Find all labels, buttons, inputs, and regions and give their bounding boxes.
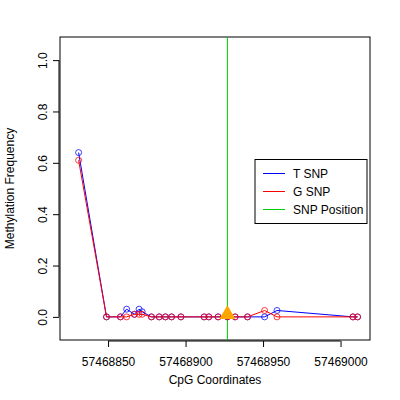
y-axis-title: Methylation Frequency: [3, 128, 17, 249]
y-tick-mark: [53, 317, 59, 318]
y-tick: 0.8: [36, 103, 59, 120]
y-axis: 0.0 0.2 0.4 0.6 0.8 1.0: [36, 52, 59, 326]
data-point: [215, 314, 221, 320]
y-tick: 0.6: [36, 155, 59, 172]
data-point: [245, 314, 251, 320]
x-tick: 57468950: [237, 341, 291, 369]
x-axis: 57468850 57468900 57468950 57469000: [82, 341, 368, 369]
y-tick-mark: [53, 214, 59, 215]
y-tick: 0.4: [36, 206, 59, 223]
x-tick-label: 57468950: [237, 355, 291, 369]
y-tick-label: 0.8: [36, 103, 50, 120]
series-line: [79, 153, 358, 317]
snp-line: [227, 37, 228, 340]
y-tick-mark: [53, 163, 59, 164]
plot-frame: [60, 37, 370, 340]
y-tick-mark: [53, 60, 59, 61]
data-point: [262, 307, 268, 313]
data-point: [76, 157, 82, 163]
y-tick-mark: [53, 111, 59, 112]
data-point: [274, 314, 280, 320]
data-point: [124, 314, 130, 320]
y-tick-label: 0.2: [36, 257, 50, 274]
legend: T SNP G SNP SNP Position: [255, 160, 367, 224]
x-tick-mark: [186, 341, 187, 347]
x-axis-title: CpG Coordinates: [169, 373, 262, 387]
x-tick-label: 57468850: [82, 355, 136, 369]
y-tick: 1.0: [36, 52, 59, 69]
series-line: [79, 160, 358, 317]
legend-swatch: [263, 191, 285, 192]
y-tick-label: 0.6: [36, 155, 50, 172]
data-point: [206, 314, 212, 320]
x-tick: 57469000: [314, 341, 368, 369]
y-tick-label: 1.0: [36, 52, 50, 69]
y-tick-label: 0.0: [36, 309, 50, 326]
x-axis-line: [108, 341, 340, 342]
chart: 574688505746890057468950574690000.00.20.…: [0, 0, 400, 400]
legend-swatch: [263, 173, 285, 174]
data-point: [104, 314, 110, 320]
x-tick-mark: [263, 341, 264, 347]
data-point: [169, 314, 175, 320]
snp-marker: [220, 306, 234, 318]
x-tick-mark: [341, 341, 342, 347]
legend-label: T SNP: [293, 167, 328, 181]
y-tick: 0.0: [36, 309, 59, 326]
data-point: [274, 307, 280, 313]
x-tick-label: 57468900: [159, 355, 213, 369]
data-point: [162, 314, 168, 320]
x-tick-label: 57469000: [314, 355, 368, 369]
data-point: [355, 314, 361, 320]
y-tick-mark: [53, 266, 59, 267]
data-point: [262, 314, 268, 320]
legend-label: G SNP: [293, 185, 330, 199]
data-point: [76, 150, 82, 156]
x-tick-mark: [108, 341, 109, 347]
y-axis-line: [59, 60, 60, 317]
plot-area: [76, 37, 361, 340]
x-tick: 57468850: [82, 341, 136, 369]
legend-swatch: [263, 209, 285, 210]
y-tick: 0.2: [36, 257, 59, 274]
data-point: [117, 314, 123, 320]
data-point: [178, 314, 184, 320]
data-point: [148, 314, 154, 320]
data-point: [139, 311, 145, 317]
data-point: [124, 306, 130, 312]
legend-label: SNP Position: [293, 203, 363, 217]
legend-box: [255, 160, 367, 224]
y-tick-label: 0.4: [36, 206, 50, 223]
data-point: [156, 314, 162, 320]
x-tick: 57468900: [159, 341, 213, 369]
